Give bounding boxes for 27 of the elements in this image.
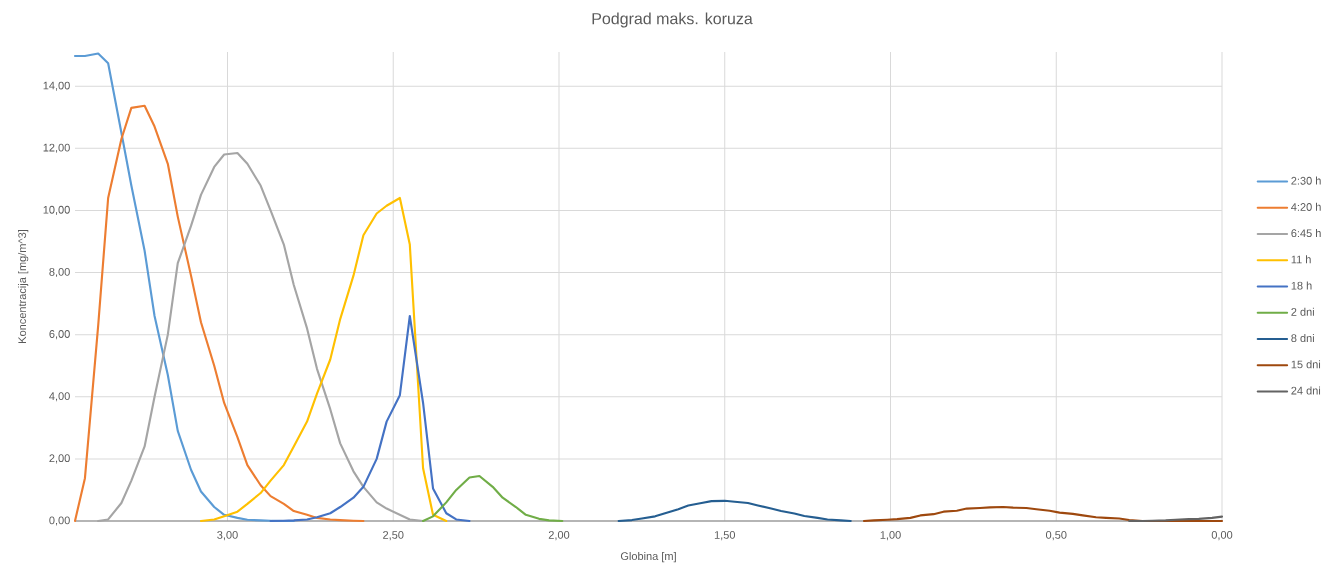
legend-label: 18 h (1291, 281, 1312, 290)
x-tick-label: 1,50 (714, 531, 736, 541)
x-tick-label: 0,50 (1045, 531, 1067, 541)
legend-label: 2 dni (1291, 307, 1314, 316)
x-tick-label: 0,00 (1211, 531, 1233, 541)
y-tick-label: 0,00 (49, 516, 70, 526)
y-tick-label: 12,00 (43, 143, 70, 153)
y-tick-label: 6,00 (49, 330, 70, 340)
x-tick-label: 3,00 (217, 531, 238, 541)
y-tick-label: 10,00 (43, 205, 70, 215)
x-tick-label: 2,00 (548, 531, 570, 541)
y-tick-label: 2,00 (49, 454, 70, 464)
y-tick-label: 14,00 (43, 81, 70, 91)
y-tick-label: 8,00 (49, 267, 70, 278)
y-tick-label: 4,00 (49, 392, 70, 402)
legend-label: 2:30 h (1291, 176, 1321, 185)
x-axis-title: Globina [m] (620, 551, 676, 563)
legend-label: 24 dni (1291, 386, 1321, 395)
legend-label: 6:45 h (1291, 229, 1321, 238)
legend-label: 8 dni (1291, 333, 1314, 343)
x-tick-label: 2,50 (383, 531, 404, 541)
y-axis-title: Koncentracija [mg/m^3] (18, 230, 29, 343)
x-tick-label: 1,00 (880, 531, 901, 541)
legend-label: 11 h (1291, 255, 1311, 264)
legend-label: 4:20 h (1291, 202, 1321, 211)
chart-title: Podgrad maks. koruza (592, 12, 753, 28)
legend-label: 15 dni (1291, 360, 1321, 369)
